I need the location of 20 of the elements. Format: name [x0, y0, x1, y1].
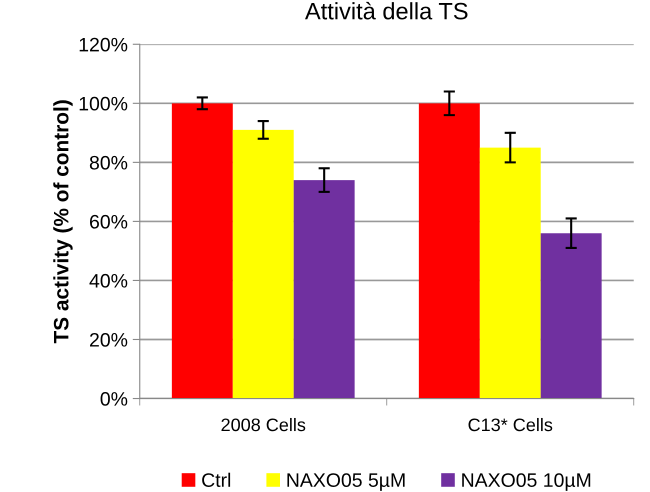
bar: [480, 148, 541, 399]
chart-title: Attività della TS: [304, 2, 468, 20]
bar: [540, 233, 602, 399]
bar: [172, 103, 233, 399]
x-tick-label: C13* Cells: [468, 418, 552, 432]
y-tick-label: 120%: [80, 38, 128, 52]
bar: [294, 180, 355, 399]
x-tick-label: 2008 Cells: [222, 418, 306, 432]
y-tick-label: 60%: [90, 214, 128, 229]
y-tick-label: 0%: [100, 392, 128, 406]
bar: [232, 130, 294, 399]
y-tick-label: 100%: [80, 96, 128, 111]
y-tick-label: 80%: [90, 156, 128, 170]
legend-label: Ctrl: [202, 472, 230, 487]
y-tick-label: 40%: [89, 274, 128, 288]
legend-label: NAXO05 5µM: [287, 473, 405, 491]
y-tick-label: 20%: [90, 332, 128, 347]
y-axis-title: TS activity (% of control): [53, 100, 73, 344]
legend-label: NAXO05 10µM: [462, 473, 590, 491]
bar: [418, 103, 480, 399]
